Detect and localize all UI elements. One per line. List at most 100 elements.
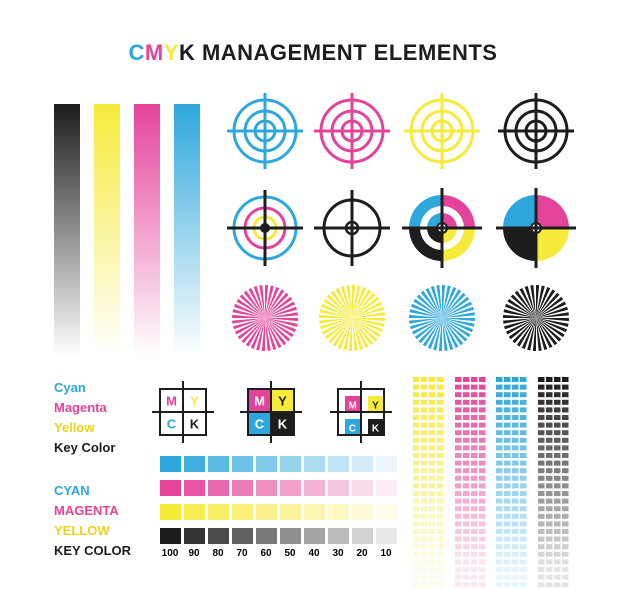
myck-box-outline: M YC K bbox=[152, 381, 214, 443]
box-letter: M bbox=[348, 401, 356, 412]
ladder-cell bbox=[546, 574, 553, 580]
ladder-cell bbox=[421, 422, 428, 428]
ladder-cell bbox=[546, 468, 553, 474]
burst-ray bbox=[442, 318, 468, 342]
ladder-cell bbox=[479, 513, 486, 519]
ladder-cell bbox=[504, 483, 511, 489]
ladder-cell bbox=[496, 567, 503, 572]
burst-ray bbox=[507, 298, 536, 318]
ladder-cell bbox=[437, 445, 444, 451]
ladder-cell bbox=[538, 506, 545, 512]
burst-ray bbox=[442, 289, 462, 318]
ladder-cell bbox=[479, 574, 486, 580]
quadrant bbox=[503, 195, 536, 228]
ladder-cell bbox=[413, 475, 420, 481]
ladder-cell bbox=[421, 567, 428, 572]
ladder-cell bbox=[496, 392, 503, 398]
ladder-cell bbox=[437, 567, 444, 572]
ladder-cell bbox=[504, 513, 511, 519]
ladder-cell bbox=[479, 415, 486, 420]
color-legend-caps: CYAN MAGENTA YELLOW KEY COLOR bbox=[54, 481, 131, 561]
ladder-cell bbox=[512, 422, 519, 428]
burst-ray bbox=[536, 306, 568, 318]
burst-ray bbox=[328, 318, 352, 344]
ladder-cell bbox=[413, 567, 420, 572]
ladder-cell bbox=[496, 521, 503, 527]
ladder-cell bbox=[496, 544, 503, 550]
cyan-tint-swatch bbox=[352, 456, 373, 472]
ladder-cell bbox=[520, 544, 527, 550]
ladder-cell bbox=[479, 460, 486, 466]
ladder-cell bbox=[455, 483, 462, 489]
box-letter: C bbox=[167, 417, 177, 432]
ladder-cell bbox=[496, 399, 503, 405]
ladder-cell bbox=[479, 483, 486, 489]
ladder-cell bbox=[504, 422, 511, 428]
ladder-cell bbox=[437, 407, 444, 413]
ladder-cell bbox=[512, 544, 519, 550]
ladder-cell bbox=[437, 453, 444, 458]
ladder-cell bbox=[520, 574, 527, 580]
ladder-cell bbox=[512, 513, 519, 519]
ladder-cell bbox=[520, 460, 527, 466]
ladder-cell bbox=[562, 491, 569, 496]
ladder-cell bbox=[413, 377, 420, 382]
ladder-cell bbox=[538, 422, 545, 428]
ladder-cell bbox=[504, 475, 511, 481]
magenta-tint-swatch bbox=[256, 480, 277, 496]
box-cell bbox=[345, 396, 362, 413]
ladder-cell bbox=[554, 582, 561, 588]
ladder-cell bbox=[504, 407, 511, 413]
myck-box-filled: M YC K bbox=[240, 381, 302, 443]
ladder-cell bbox=[546, 460, 553, 466]
ladder-cell bbox=[471, 582, 478, 588]
ladder-cell bbox=[413, 399, 420, 405]
ladder-cell bbox=[496, 559, 503, 565]
ladder-cell bbox=[554, 392, 561, 398]
ladder-cell bbox=[520, 399, 527, 405]
burst-ray bbox=[536, 318, 553, 349]
yellow-tint-swatch bbox=[256, 504, 277, 520]
ladder-cell bbox=[562, 437, 569, 443]
ladder-cell bbox=[455, 437, 462, 443]
ladder-cell bbox=[421, 506, 428, 512]
ladder-cell bbox=[437, 475, 444, 481]
burst-ray bbox=[265, 301, 296, 318]
burst-ray bbox=[527, 318, 536, 351]
burst-ray bbox=[433, 318, 442, 351]
burst-ray bbox=[343, 318, 352, 351]
ladder-cell bbox=[554, 460, 561, 466]
ladder-cell bbox=[437, 468, 444, 474]
ladder-cell bbox=[455, 574, 462, 580]
burst-ray bbox=[504, 303, 536, 318]
ladder-cell bbox=[546, 506, 553, 512]
burst-ray bbox=[416, 294, 442, 318]
ladder-cell bbox=[455, 567, 462, 572]
ladder-cell bbox=[496, 506, 503, 512]
burst-ray bbox=[409, 309, 442, 318]
burst-ray bbox=[319, 314, 352, 318]
burst-ray bbox=[256, 318, 265, 351]
burst-ray bbox=[234, 318, 265, 335]
burst-ray bbox=[519, 287, 536, 318]
ladder-cell bbox=[421, 513, 428, 519]
ladder-cell bbox=[520, 475, 527, 481]
scale-percent-label: 90 bbox=[188, 548, 200, 559]
ladder-cell bbox=[504, 415, 511, 420]
ladder-cell bbox=[562, 521, 569, 527]
ladder-cell bbox=[554, 384, 561, 390]
magenta-starburst bbox=[232, 285, 298, 351]
ladder-cell bbox=[512, 415, 519, 420]
burst-ray bbox=[409, 318, 442, 324]
burst-ray bbox=[352, 296, 380, 318]
ladder-cell bbox=[455, 521, 462, 527]
cyan-gradient-bar bbox=[174, 104, 200, 356]
ladder-cell bbox=[479, 399, 486, 405]
ladder-cell bbox=[512, 483, 519, 489]
burst-ray bbox=[536, 296, 564, 318]
box-letter: K bbox=[278, 417, 288, 432]
ladder-cell bbox=[562, 415, 569, 420]
ladder-cell bbox=[437, 513, 444, 519]
ladder-cell bbox=[437, 544, 444, 550]
ladder-cell bbox=[546, 521, 553, 527]
